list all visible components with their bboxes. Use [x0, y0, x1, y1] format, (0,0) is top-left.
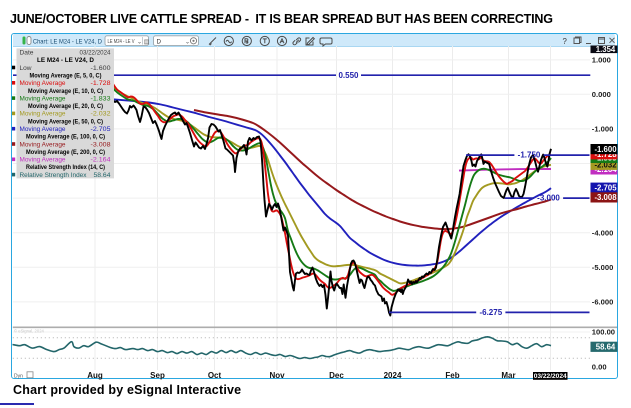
svg-text:1.000: 1.000: [592, 56, 611, 65]
svg-text:0.000: 0.000: [592, 90, 611, 99]
svg-text:03/22/2024: 03/22/2024: [534, 373, 567, 380]
svg-text:-1.600: -1.600: [594, 145, 617, 154]
svg-text:100.00: 100.00: [592, 327, 615, 336]
svg-text:© eSignal, 2024: © eSignal, 2024: [14, 329, 45, 334]
svg-text:-1.000: -1.000: [592, 125, 614, 134]
svg-text:Moving Average (E, 100, 0, C): Moving Average (E, 100, 0, C): [26, 134, 105, 141]
svg-text:-3.008: -3.008: [594, 193, 617, 202]
svg-text:Moving Average (E, 10, 0, C): Moving Average (E, 10, 0, C): [28, 88, 103, 95]
svg-text:Dyn: Dyn: [14, 374, 23, 380]
svg-text:Dec: Dec: [329, 371, 344, 380]
svg-text:03/22/2024: 03/22/2024: [80, 50, 111, 57]
svg-text:2024: 2024: [384, 371, 402, 380]
svg-text:Relative Strength Index: Relative Strength Index: [20, 172, 88, 179]
svg-text:Moving Average: Moving Average: [20, 111, 66, 118]
svg-text:-6.275: -6.275: [479, 308, 502, 317]
svg-text:Moving Average: Moving Average: [20, 157, 66, 164]
svg-text:Moving Average: Moving Average: [20, 95, 66, 102]
svg-text:1.354: 1.354: [596, 45, 616, 54]
svg-text:-2.032: -2.032: [91, 111, 111, 118]
svg-text:-1.728: -1.728: [91, 80, 111, 87]
svg-text:-1.833: -1.833: [91, 95, 111, 102]
svg-text:-5.000: -5.000: [592, 263, 614, 272]
svg-text:-1.728: -1.728: [594, 150, 617, 159]
svg-text:Moving Average: Moving Average: [20, 141, 66, 148]
svg-text:0.00: 0.00: [592, 362, 607, 371]
svg-text:Aug: Aug: [87, 371, 103, 380]
svg-text:-1.750: -1.750: [518, 151, 541, 160]
svg-text:Mar: Mar: [501, 371, 515, 380]
svg-text:Oct: Oct: [208, 371, 222, 380]
svg-text:Moving Average: Moving Average: [20, 80, 66, 87]
svg-text:-2.705: -2.705: [594, 183, 617, 192]
svg-text:Moving Average (E, 50, 0, C): Moving Average (E, 50, 0, C): [28, 118, 103, 125]
svg-text:58.64: 58.64: [94, 172, 111, 179]
svg-text:-6.000: -6.000: [592, 298, 614, 307]
svg-text:0.550: 0.550: [338, 71, 359, 80]
svg-text:58.64: 58.64: [596, 343, 616, 352]
svg-text:Chart: LE M24 - LE V24, D: Chart: LE M24 - LE V24, D: [32, 40, 102, 46]
svg-text:Feb: Feb: [445, 371, 459, 380]
svg-text:?: ?: [562, 37, 567, 46]
svg-text:Low: Low: [20, 65, 32, 72]
svg-text:Moving Average: Moving Average: [20, 126, 66, 133]
svg-text:Date: Date: [20, 50, 34, 57]
svg-text:-1.600: -1.600: [91, 65, 111, 72]
svg-text:LE M24 - LE V: LE M24 - LE V: [107, 39, 134, 45]
svg-text:⌄: ⌄: [185, 40, 190, 46]
svg-text:▤: ▤: [143, 40, 149, 46]
svg-text:LE M24 - LE V24, D: LE M24 - LE V24, D: [37, 57, 94, 64]
svg-text:Relative Strength Index (14, C: Relative Strength Index (14, C): [26, 164, 105, 171]
svg-text:-2.032: -2.032: [594, 161, 617, 170]
svg-text:-2.164: -2.164: [91, 157, 111, 164]
svg-text:D: D: [156, 39, 161, 46]
svg-text:⌄: ⌄: [137, 40, 142, 46]
svg-text:Moving Average (E, 20, 0, C): Moving Average (E, 20, 0, C): [28, 103, 103, 110]
svg-text:-3.008: -3.008: [91, 141, 111, 148]
svg-text:Nov: Nov: [269, 371, 285, 380]
svg-text:Moving Average (E, 5, 0, C): Moving Average (E, 5, 0, C): [30, 73, 102, 80]
svg-text:-4.000: -4.000: [592, 228, 614, 237]
svg-text:Sep: Sep: [150, 371, 165, 380]
svg-text:Moving Average (E, 200, 0, C): Moving Average (E, 200, 0, C): [26, 149, 105, 156]
svg-text:-3.000: -3.000: [537, 194, 560, 203]
svg-text:-2.705: -2.705: [91, 126, 111, 133]
